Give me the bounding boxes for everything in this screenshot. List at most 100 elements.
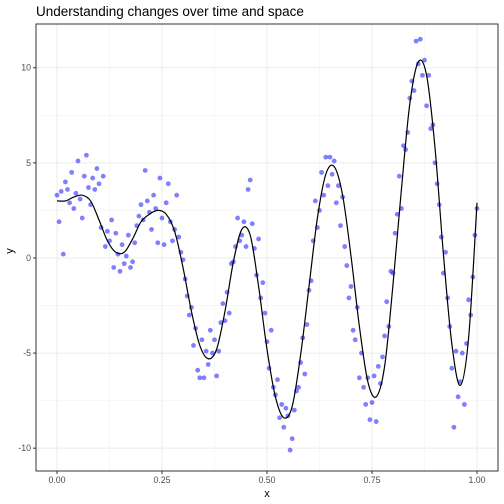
data-point	[338, 223, 343, 228]
data-point	[158, 176, 163, 181]
data-point	[78, 197, 83, 202]
y-tick-label: 5	[26, 158, 31, 168]
data-point	[80, 216, 85, 221]
data-point	[376, 364, 381, 369]
data-point	[466, 297, 471, 302]
data-point	[277, 415, 282, 420]
data-point	[414, 39, 419, 44]
data-point	[269, 328, 274, 333]
data-point	[82, 174, 87, 179]
data-point	[227, 311, 232, 316]
data-point	[143, 168, 148, 173]
data-point	[206, 362, 211, 367]
data-point	[424, 103, 429, 108]
data-point	[374, 419, 379, 424]
x-tick-label: 0.50	[258, 475, 275, 485]
data-point	[162, 242, 167, 247]
data-point	[90, 176, 95, 181]
data-point	[302, 372, 307, 377]
data-point	[95, 166, 100, 171]
data-point	[380, 354, 385, 359]
data-point	[105, 229, 110, 234]
data-point	[151, 193, 156, 198]
x-tick-label: 1.00	[468, 475, 485, 485]
data-point	[319, 170, 324, 175]
data-point	[63, 179, 68, 184]
data-point	[200, 337, 205, 342]
data-point	[130, 259, 135, 264]
data-point	[244, 244, 249, 249]
data-point	[347, 296, 352, 301]
data-point	[342, 244, 347, 249]
data-point	[132, 240, 137, 245]
data-point	[55, 193, 60, 198]
data-point	[462, 402, 467, 407]
data-point	[57, 219, 62, 224]
data-point	[61, 252, 66, 257]
data-point	[246, 187, 251, 192]
data-point	[187, 313, 192, 318]
data-point	[71, 206, 76, 211]
data-point	[393, 231, 398, 236]
data-point	[120, 242, 125, 247]
data-point	[323, 155, 328, 160]
data-point	[397, 174, 402, 179]
data-point	[460, 351, 465, 356]
data-point	[420, 73, 425, 78]
data-point	[332, 159, 337, 164]
y-tick-label: 0	[26, 253, 31, 263]
data-point	[155, 240, 160, 245]
y-tick-label: -5	[23, 348, 31, 358]
chart-title: Understanding changes over time and spac…	[36, 4, 304, 19]
data-point	[368, 417, 373, 422]
data-point	[86, 185, 91, 190]
data-point	[284, 406, 289, 411]
data-point	[248, 178, 253, 183]
data-point	[454, 349, 459, 354]
x-axis-title: x	[264, 488, 270, 500]
data-point	[221, 301, 226, 306]
data-point	[197, 375, 202, 380]
data-point	[149, 227, 154, 232]
data-point	[128, 265, 133, 270]
data-point	[137, 214, 142, 219]
data-point	[124, 254, 129, 259]
data-point	[202, 375, 207, 380]
data-point	[351, 328, 356, 333]
data-point	[313, 198, 318, 203]
data-point	[67, 200, 72, 205]
data-point	[122, 261, 127, 266]
y-tick-label: 10	[21, 63, 31, 73]
data-point	[76, 159, 81, 164]
data-point	[164, 200, 169, 205]
data-point	[118, 269, 123, 274]
data-point	[103, 244, 108, 249]
data-point	[208, 328, 213, 333]
data-point	[363, 402, 368, 407]
x-tick-label: 0.00	[48, 475, 65, 485]
data-point	[145, 198, 150, 203]
data-point	[357, 375, 362, 380]
data-point	[174, 193, 179, 198]
data-point	[361, 385, 366, 390]
y-axis-title: y	[4, 248, 16, 254]
data-point	[250, 221, 255, 226]
data-point	[452, 425, 457, 430]
data-point	[334, 200, 339, 205]
data-point	[97, 181, 102, 186]
data-point	[288, 448, 293, 453]
data-point	[92, 187, 97, 192]
data-point	[279, 402, 284, 407]
data-point	[384, 299, 389, 304]
data-point	[292, 408, 297, 413]
data-point	[65, 187, 70, 192]
data-point	[74, 191, 79, 196]
data-point	[349, 284, 354, 289]
data-point	[281, 425, 286, 430]
data-point	[195, 368, 200, 373]
data-point	[275, 377, 280, 382]
data-point	[242, 219, 247, 224]
data-point	[330, 172, 335, 177]
data-point	[59, 189, 64, 194]
